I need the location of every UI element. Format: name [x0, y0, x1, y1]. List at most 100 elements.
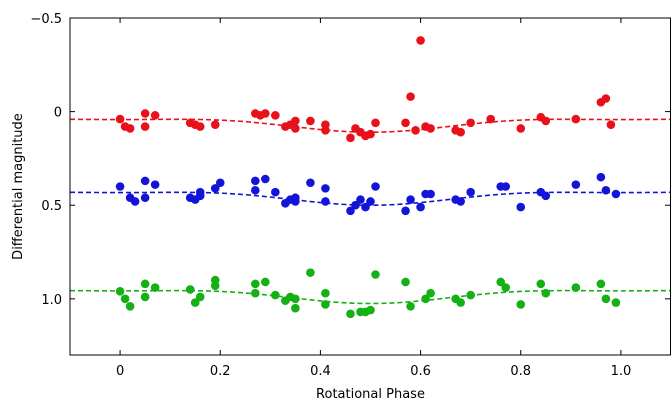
data-point	[321, 288, 330, 298]
y-tick-label: 1.0	[41, 293, 62, 308]
data-point	[401, 277, 410, 287]
data-point	[346, 133, 355, 143]
data-point	[601, 94, 611, 103]
data-point	[516, 300, 526, 309]
data-point	[140, 109, 150, 118]
data-point	[251, 279, 260, 289]
data-point	[321, 197, 330, 206]
data-point	[215, 178, 225, 188]
data-point	[261, 277, 270, 287]
data-point	[466, 290, 475, 300]
data-point	[321, 300, 330, 309]
data-point	[456, 197, 465, 206]
data-point	[426, 124, 435, 133]
data-point	[406, 195, 415, 204]
data-point	[115, 182, 125, 191]
data-point	[601, 294, 611, 304]
data-point	[516, 124, 526, 133]
data-point	[210, 184, 220, 193]
data-point	[416, 202, 425, 212]
data-point	[261, 109, 270, 118]
data-point	[421, 294, 430, 304]
x-tick-label: 0.6	[410, 364, 431, 379]
data-point	[321, 126, 330, 135]
fit-curve	[69, 289, 671, 305]
data-point	[251, 288, 260, 298]
x-tick-label: 0	[116, 364, 124, 379]
data-point	[190, 298, 200, 307]
data-point	[486, 114, 496, 124]
data-point	[130, 197, 140, 206]
y-axis-ticks: −0.5 0 0.5 1.0	[30, 12, 670, 308]
data-point	[466, 118, 475, 128]
data-point	[346, 309, 355, 319]
data-point	[466, 187, 475, 197]
data-point	[291, 197, 300, 206]
x-tick-label: 0.4	[310, 364, 331, 379]
data-point	[366, 305, 375, 315]
data-point	[411, 126, 420, 135]
data-point	[611, 189, 621, 199]
data-point	[306, 268, 315, 277]
data-point	[140, 279, 150, 289]
data-point	[150, 111, 160, 120]
x-tick-label: 0.8	[510, 364, 531, 379]
data-point	[115, 287, 125, 296]
data-point	[516, 202, 526, 212]
data-point	[406, 302, 415, 311]
data-point	[541, 191, 551, 201]
data-point	[371, 118, 380, 128]
y-axis-label: Differential magnitude	[11, 113, 26, 260]
x-tick-label: 0.2	[210, 364, 231, 379]
data-point	[120, 294, 130, 304]
data-point	[346, 206, 355, 216]
data-point	[401, 206, 410, 216]
fit-curves	[69, 118, 671, 305]
data-point	[596, 279, 606, 289]
data-point	[210, 275, 220, 285]
data-point	[291, 116, 300, 126]
y-tick-label: −0.5	[30, 12, 62, 27]
data-point	[501, 283, 511, 292]
data-point	[291, 294, 300, 304]
data-point	[291, 303, 300, 313]
data-point	[195, 187, 205, 197]
y-tick-label: 0	[54, 106, 62, 121]
data-point	[115, 114, 125, 124]
data-point	[150, 283, 160, 292]
data-point	[321, 184, 330, 193]
data-point	[125, 124, 135, 133]
data-point	[271, 187, 280, 197]
data-point	[150, 180, 160, 189]
x-axis-label: Rotational Phase	[316, 387, 425, 402]
data-point	[426, 288, 435, 298]
data-point	[371, 270, 380, 279]
data-point	[361, 202, 370, 212]
data-point	[251, 185, 260, 195]
data-point	[261, 174, 270, 184]
data-point	[271, 111, 280, 120]
data-point	[541, 116, 551, 126]
data-point	[416, 36, 425, 45]
data-point	[606, 120, 616, 130]
data-point	[251, 176, 260, 186]
data-point	[140, 193, 150, 203]
data-point	[456, 298, 465, 307]
data-point	[351, 200, 360, 210]
data-point	[210, 120, 220, 130]
data-point	[306, 178, 315, 188]
data-point	[536, 279, 546, 289]
data-point	[366, 197, 375, 206]
data-point	[140, 292, 150, 302]
data-point	[271, 290, 280, 300]
data-point	[140, 122, 150, 131]
fit-curve	[69, 118, 671, 134]
x-tick-label: 1.0	[611, 364, 632, 379]
data-point	[601, 185, 611, 195]
data-point	[456, 127, 465, 137]
data-point	[366, 129, 375, 139]
y-tick-label: 0.5	[41, 199, 62, 214]
data-point	[596, 172, 606, 182]
data-point	[541, 288, 551, 298]
